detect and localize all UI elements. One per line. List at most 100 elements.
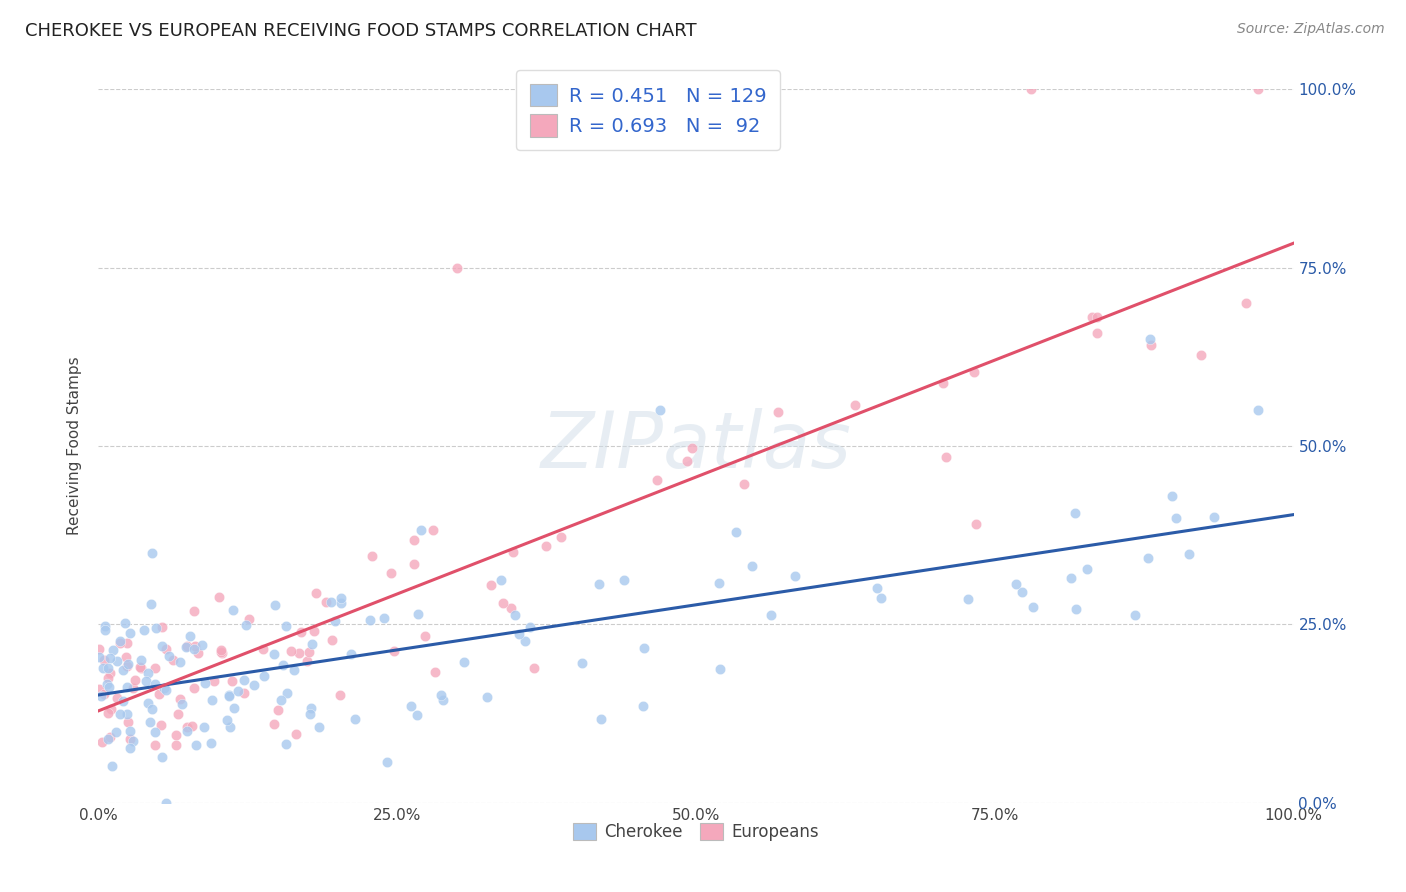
Point: [724, 524, 747, 539]
Point: [108, 633, 131, 648]
Point: [89, 641, 111, 656]
Point: [1164, 510, 1187, 524]
Point: [675, 453, 697, 467]
Point: [319, 595, 342, 609]
Point: [321, 632, 343, 647]
Point: [361, 549, 384, 563]
Point: [1234, 296, 1257, 310]
Point: [124, 673, 146, 687]
Point: [128, 660, 150, 674]
Point: [325, 615, 347, 629]
Point: [114, 615, 136, 630]
Point: [359, 613, 381, 627]
Point: [224, 701, 246, 715]
Point: [382, 644, 405, 658]
Point: [1140, 337, 1163, 351]
Point: [550, 530, 572, 544]
Point: [131, 652, 153, 666]
Point: [157, 649, 180, 664]
Point: [1064, 602, 1087, 616]
Point: [513, 634, 536, 648]
Point: [1019, 82, 1042, 96]
Point: [519, 620, 541, 634]
Point: [221, 674, 243, 689]
Point: [129, 661, 152, 675]
Point: [143, 677, 166, 691]
Point: [290, 625, 312, 640]
Point: [94, 623, 117, 637]
Point: [145, 622, 167, 636]
Point: [274, 737, 297, 751]
Point: [183, 604, 205, 618]
Point: [150, 639, 173, 653]
Point: [111, 694, 134, 708]
Point: [963, 365, 986, 379]
Point: [108, 707, 131, 722]
Point: [93, 661, 115, 675]
Point: [93, 687, 115, 701]
Point: [150, 749, 173, 764]
Point: [135, 674, 157, 689]
Point: [475, 690, 498, 705]
Point: [169, 655, 191, 669]
Point: [200, 736, 222, 750]
Point: [209, 644, 232, 658]
Point: [105, 725, 128, 739]
Point: [411, 524, 433, 538]
Point: [186, 738, 208, 752]
Point: [1005, 576, 1028, 591]
Point: [759, 608, 782, 623]
Point: [965, 517, 987, 532]
Point: [932, 376, 955, 390]
Point: [118, 625, 141, 640]
Point: [91, 735, 114, 749]
Point: [681, 441, 703, 455]
Point: [267, 703, 290, 717]
Point: [235, 618, 257, 632]
Point: [141, 702, 163, 716]
Point: [650, 403, 672, 417]
Point: [94, 619, 117, 633]
Point: [233, 673, 256, 687]
Point: [176, 720, 198, 734]
Point: [404, 533, 426, 548]
Point: [219, 720, 242, 734]
Text: CHEROKEE VS EUROPEAN RECEIVING FOOD STAMPS CORRELATION CHART: CHEROKEE VS EUROPEAN RECEIVING FOOD STAM…: [25, 22, 697, 40]
Point: [117, 657, 139, 672]
Point: [97, 661, 120, 675]
Point: [98, 650, 121, 665]
Point: [179, 629, 201, 643]
Point: [1247, 82, 1270, 96]
Point: [274, 619, 297, 633]
Point: [329, 688, 352, 702]
Point: [211, 646, 233, 660]
Point: [1139, 332, 1161, 346]
Point: [155, 642, 177, 657]
Point: [768, 405, 790, 419]
Point: [1085, 326, 1108, 341]
Point: [613, 573, 636, 587]
Point: [143, 725, 166, 739]
Point: [298, 706, 321, 721]
Point: [98, 680, 121, 694]
Point: [184, 639, 207, 653]
Point: [1076, 562, 1098, 576]
Point: [1189, 348, 1212, 362]
Point: [631, 698, 654, 713]
Point: [502, 545, 524, 559]
Point: [193, 720, 215, 734]
Point: [869, 591, 891, 605]
Point: [121, 734, 143, 748]
Point: [100, 701, 122, 715]
Point: [253, 668, 276, 682]
Point: [209, 643, 232, 657]
Point: [115, 680, 138, 694]
Point: [489, 573, 512, 587]
Point: [218, 690, 240, 704]
Point: [233, 686, 256, 700]
Point: [176, 639, 198, 653]
Point: [100, 665, 122, 680]
Point: [956, 591, 979, 606]
Point: [98, 730, 121, 744]
Point: [633, 640, 655, 655]
